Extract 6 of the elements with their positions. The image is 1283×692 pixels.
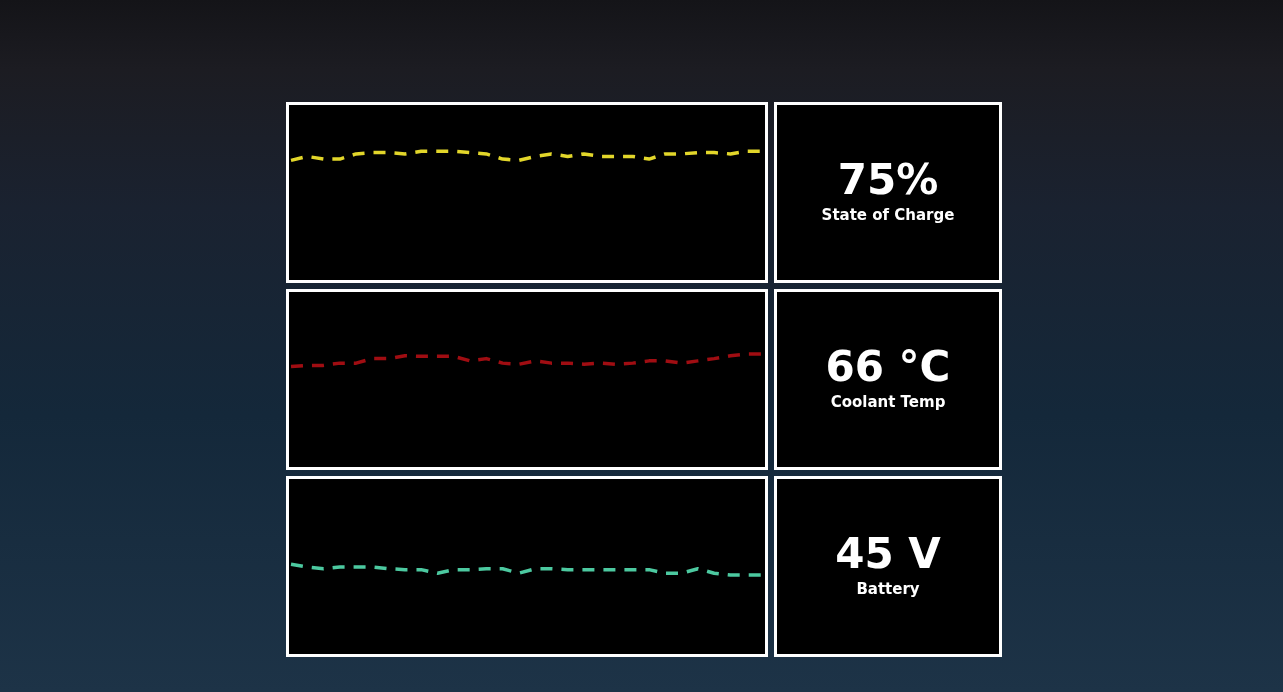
text: 75%	[837, 154, 939, 204]
text: Coolant Temp	[830, 392, 946, 411]
text: 66 °C	[825, 341, 951, 391]
text: 45 V	[835, 528, 942, 578]
text: State of Charge	[821, 205, 955, 224]
text: Battery	[856, 579, 920, 598]
